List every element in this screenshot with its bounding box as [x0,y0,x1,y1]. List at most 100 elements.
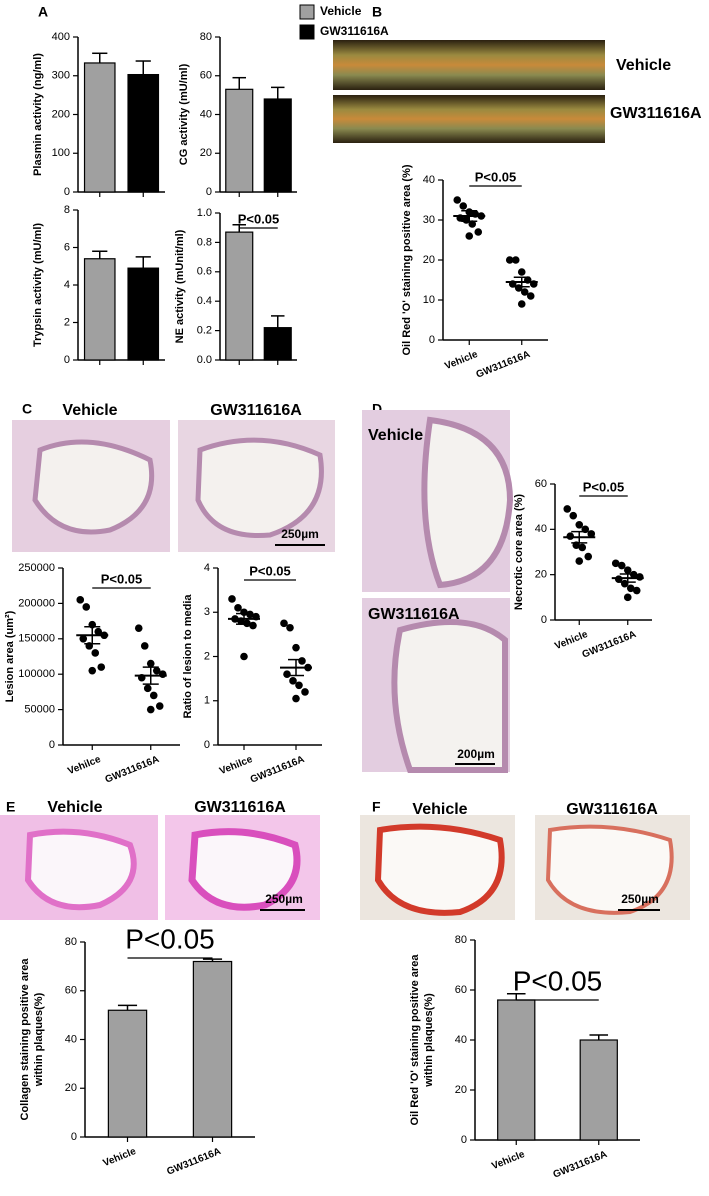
data-point [249,621,257,630]
x-tick-label: Vehicle [490,1149,526,1172]
data-point [243,619,251,628]
vessel-lumen [24,828,137,911]
bar [263,327,292,361]
y-axis-label: within plaques(%) [423,993,435,1088]
data-point [465,232,474,240]
data-point [143,684,152,693]
y-tick-label: 0.2 [197,325,212,337]
panel-letter: B [372,4,382,20]
significance-label: P<0.05 [249,564,291,579]
y-tick-label: 0.6 [197,266,212,278]
data-point [563,505,572,513]
y-tick-label: 2 [64,316,70,328]
bar [579,1039,618,1141]
y-axis-label: NE activity (mUnit/ml) [174,229,186,343]
bar [83,258,116,361]
micrograph [333,95,605,143]
significance-label: P<0.05 [513,966,603,997]
significance-label: P<0.05 [238,212,280,227]
data-point [289,677,297,685]
y-tick-label: 1.0 [197,207,212,219]
bar [263,98,292,193]
y-tick-label: 20 [455,1084,467,1096]
vessel-lumen [32,439,155,535]
y-axis-label: Collagen staining positive area [19,958,31,1121]
y-tick-label: 40 [200,108,212,120]
image-label: Vehicle [412,801,467,818]
data-point [587,530,596,538]
y-tick-label: 0 [64,186,70,198]
x-tick-label: GW311616A [581,629,638,661]
data-point [295,681,303,690]
bar [225,231,254,361]
y-tick-label: 60 [200,70,212,82]
y-tick-label: 0.8 [197,236,212,248]
image-label: GW311616A [194,799,286,816]
significance-label: P<0.05 [583,480,625,495]
data-point [134,624,143,632]
x-tick-label: GW311616A [552,1149,609,1181]
x-tick-label: GW311616A [475,349,532,381]
y-tick-label: 6 [64,241,70,253]
y-tick-label: 0 [429,334,435,346]
y-tick-label: 40 [535,523,547,535]
y-tick-label: 40 [423,174,435,186]
data-point [298,657,306,665]
data-point [88,666,97,675]
image-label: Vehicle [47,799,102,816]
data-point [94,627,103,636]
data-point [632,586,641,595]
scale-label: 250µm [281,527,319,541]
y-tick-label: 2 [204,650,210,662]
y-tick-label: 20 [200,147,212,159]
bar [225,88,254,193]
image-label: Vehicle [616,57,671,74]
data-point [459,202,468,210]
data-point [617,561,626,570]
data-point [280,619,288,628]
data-point [517,268,526,276]
x-tick-label: Vehicle [443,349,479,372]
x-tick-label: GW311616A [104,754,161,786]
data-point [79,635,88,643]
y-tick-label: 0 [49,739,55,751]
x-tick-label: Vehilce [218,754,254,777]
data-point [234,604,242,612]
panel-letter: A [38,4,48,20]
data-point [146,659,155,668]
legend-swatch [299,4,315,20]
data-point [584,552,593,561]
scale-label: 250µm [265,892,303,906]
data-point [626,584,635,593]
y-axis-label: Lesion area (um²) [4,610,16,702]
y-tick-label: 60 [535,478,547,490]
y-tick-label: 200000 [18,597,55,609]
data-point [91,649,100,657]
image-label: GW311616A [210,402,302,419]
data-point [76,596,85,604]
vessel-lumen [374,823,505,916]
data-point [301,688,309,696]
legend-label: Vehicle [320,4,362,18]
bar [127,267,160,361]
data-point [292,694,300,703]
x-tick-label: Vehicle [102,1146,138,1169]
y-tick-label: 40 [455,1034,467,1046]
y-axis-label: Ratio of lesion to media [182,594,194,719]
bar [497,999,536,1141]
y-tick-label: 8 [64,204,70,216]
data-point [517,300,526,308]
bar [192,960,233,1138]
data-point [140,642,149,650]
vessel-lumen [188,828,301,911]
y-tick-label: 100000 [18,668,55,680]
y-tick-label: 80 [455,934,467,946]
y-tick-label: 0 [461,1134,467,1146]
y-axis-label: Oil Red 'O' staining positive area [409,954,421,1126]
y-tick-label: 3 [204,606,210,618]
data-point [155,702,164,710]
legend-swatch [299,24,315,40]
data-point [474,228,483,236]
